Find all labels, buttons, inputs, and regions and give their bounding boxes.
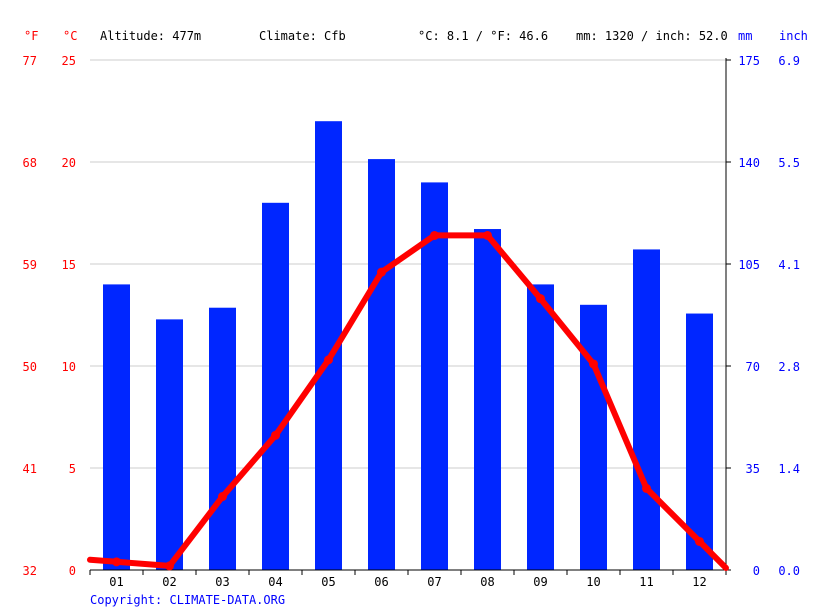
temperature-point bbox=[165, 561, 174, 571]
grid-lines bbox=[90, 59, 726, 469]
month-tick-label: 09 bbox=[533, 575, 547, 589]
precipitation-bar bbox=[580, 304, 607, 570]
temperature-point bbox=[218, 492, 227, 502]
inch-tick-label: 2.8 bbox=[778, 360, 800, 374]
temperature-point bbox=[536, 294, 545, 304]
fahrenheit-tick-label: 68 bbox=[23, 156, 37, 170]
precipitation-bar bbox=[527, 284, 554, 570]
inch-tick-label: 0.0 bbox=[778, 564, 800, 578]
fahrenheit-tick-label: 50 bbox=[23, 360, 37, 374]
tick-labels: 32 0 0 0.0 41 5 35 1.4 50 10 70 2.8 59 15 105 4.1 68 20 14… bbox=[23, 54, 800, 589]
precipitation-bar bbox=[156, 319, 183, 570]
copyright-label: Copyright: CLIMATE-DATA.ORG bbox=[90, 593, 285, 607]
fahrenheit-unit-label: °F bbox=[24, 29, 38, 43]
mm-tick-label: 140 bbox=[738, 156, 760, 170]
celsius-tick-label: 25 bbox=[62, 54, 76, 68]
precipitation-bar bbox=[209, 307, 236, 570]
precipitation-bar bbox=[686, 313, 713, 570]
temperature-polyline bbox=[87, 232, 729, 571]
precipitation-bar bbox=[103, 284, 130, 570]
temperature-line bbox=[87, 230, 729, 571]
celsius-tick-label: 15 bbox=[62, 258, 76, 272]
precipitation-total-label: mm: 1320 / inch: 52.0 bbox=[576, 29, 728, 43]
axes bbox=[89, 58, 731, 575]
fahrenheit-tick-label: 32 bbox=[23, 564, 37, 578]
inch-tick-label: 5.5 bbox=[778, 156, 800, 170]
climate-label: Climate: Cfb bbox=[259, 29, 346, 43]
month-tick-label: 08 bbox=[480, 575, 494, 589]
mm-unit-label: mm bbox=[738, 29, 752, 43]
fahrenheit-tick-label: 77 bbox=[23, 54, 37, 68]
temperature-point bbox=[642, 483, 651, 493]
month-tick-label: 11 bbox=[639, 575, 653, 589]
mm-tick-label: 70 bbox=[746, 360, 760, 374]
inch-tick-label: 1.4 bbox=[778, 462, 800, 476]
temperature-point bbox=[324, 355, 333, 365]
precipitation-bars bbox=[103, 121, 713, 571]
celsius-tick-label: 10 bbox=[62, 360, 76, 374]
month-tick-label: 01 bbox=[109, 575, 123, 589]
inch-unit-label: inch bbox=[779, 29, 808, 43]
fahrenheit-tick-label: 59 bbox=[23, 258, 37, 272]
inch-tick-label: 6.9 bbox=[778, 54, 800, 68]
month-tick-label: 06 bbox=[374, 575, 388, 589]
temperature-point bbox=[112, 557, 121, 567]
month-tick-label: 10 bbox=[586, 575, 600, 589]
mm-tick-label: 175 bbox=[738, 54, 760, 68]
temperature-point bbox=[695, 536, 704, 546]
month-tick-label: 12 bbox=[692, 575, 706, 589]
mm-tick-label: 35 bbox=[746, 462, 760, 476]
precipitation-bar bbox=[368, 159, 395, 571]
celsius-unit-label: °C bbox=[63, 29, 77, 43]
temperature-point bbox=[589, 359, 598, 369]
fahrenheit-tick-label: 41 bbox=[23, 462, 37, 476]
mm-tick-label: 105 bbox=[738, 258, 760, 272]
month-tick-label: 07 bbox=[427, 575, 441, 589]
precipitation-bar bbox=[262, 202, 289, 571]
temperature-point bbox=[483, 230, 492, 240]
celsius-tick-label: 5 bbox=[69, 462, 76, 476]
month-tick-label: 05 bbox=[321, 575, 335, 589]
celsius-tick-label: 0 bbox=[69, 564, 76, 578]
temperature-point bbox=[377, 267, 386, 277]
temperature-average-label: °C: 8.1 / °F: 46.6 bbox=[418, 29, 548, 43]
mm-tick-label: 0 bbox=[753, 564, 760, 578]
temperature-point bbox=[271, 430, 280, 440]
precipitation-bar bbox=[633, 249, 660, 570]
precipitation-bar bbox=[474, 229, 501, 570]
temperature-point bbox=[430, 230, 439, 240]
inch-tick-label: 4.1 bbox=[778, 258, 800, 272]
month-tick-label: 03 bbox=[215, 575, 229, 589]
month-tick-label: 02 bbox=[162, 575, 176, 589]
celsius-tick-label: 20 bbox=[62, 156, 76, 170]
month-tick-label: 04 bbox=[268, 575, 282, 589]
precipitation-bar bbox=[421, 182, 448, 570]
altitude-label: Altitude: 477m bbox=[100, 29, 201, 43]
